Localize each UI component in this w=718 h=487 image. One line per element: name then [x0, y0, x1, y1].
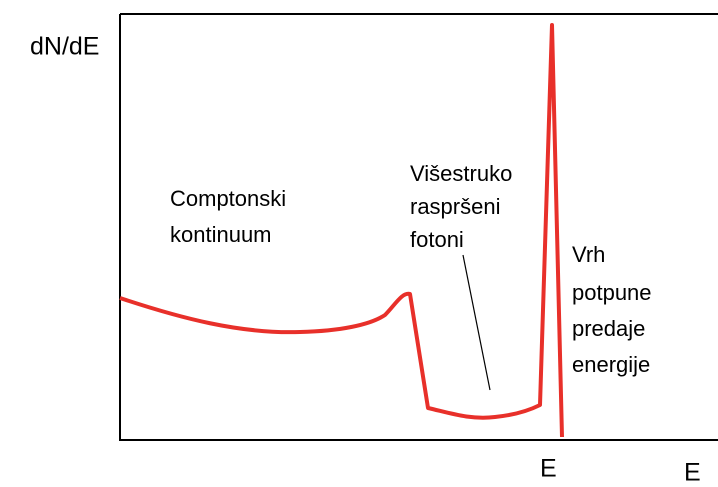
x-axis-label: E	[684, 459, 701, 487]
annotation-line: Comptonski	[170, 186, 286, 211]
annotation-line: kontinuum	[170, 222, 272, 247]
y-axis-label: dN/dE	[30, 33, 99, 61]
annotation-line: Višestruko	[410, 161, 512, 186]
annotation-line: energije	[572, 352, 650, 377]
peak-label: E	[540, 455, 557, 483]
pointer-line	[462, 254, 491, 391]
annotation-line: Vrh	[572, 242, 605, 267]
spectrum-curve	[119, 23, 564, 438]
annotation-line: potpune	[572, 280, 652, 305]
annotation-line: raspršeni	[410, 194, 500, 219]
annotation-line: predaje	[572, 316, 645, 341]
annotation-line: fotoni	[410, 227, 464, 252]
